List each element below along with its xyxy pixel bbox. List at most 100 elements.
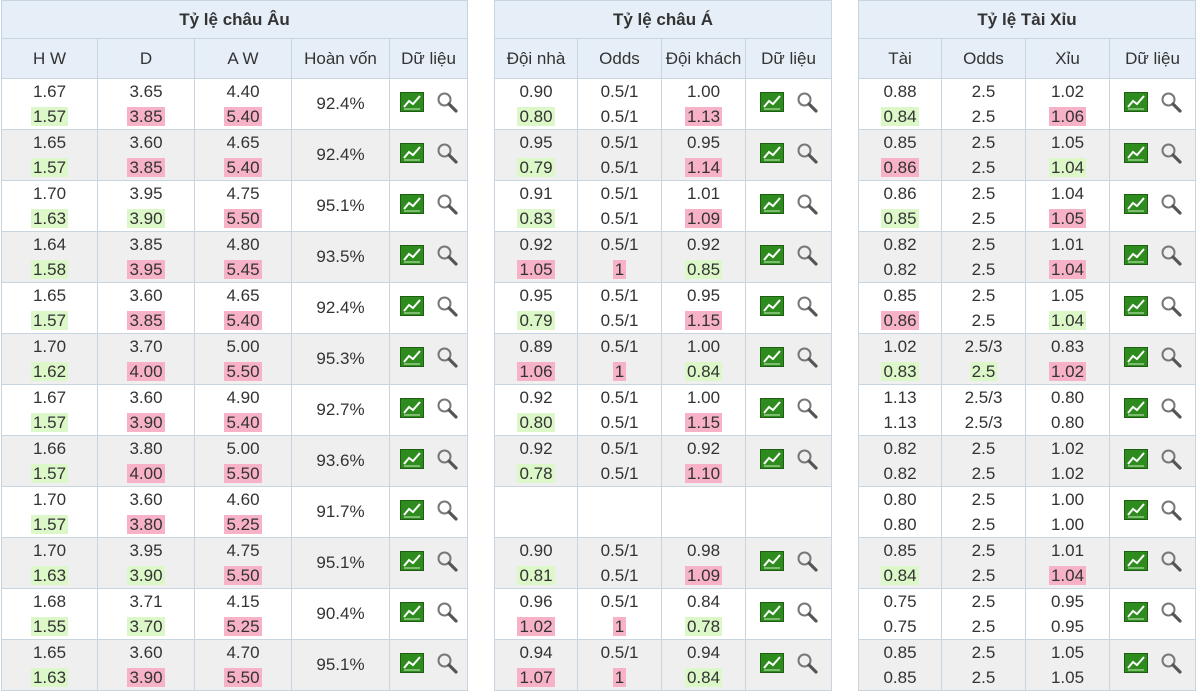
data-tools-cell bbox=[1108, 78, 1197, 130]
magnifier-icon[interactable] bbox=[1160, 601, 1182, 628]
odds-value: 3.90 bbox=[127, 668, 165, 687]
line-chart-icon[interactable] bbox=[399, 346, 424, 372]
magnifier-icon[interactable] bbox=[796, 91, 818, 118]
goal-line-opening: 2.5 bbox=[942, 538, 1025, 563]
line-chart-icon[interactable] bbox=[399, 397, 424, 423]
under-odds-current: 1.02 bbox=[1026, 461, 1109, 486]
line-chart-icon[interactable] bbox=[759, 550, 784, 576]
odds-value: 1.13 bbox=[883, 413, 917, 432]
line-chart-icon[interactable] bbox=[399, 448, 424, 474]
odds-value: 2.5 bbox=[971, 235, 996, 254]
away-team-odds-opening: 0.94 bbox=[662, 640, 745, 665]
magnifier-icon[interactable] bbox=[796, 652, 818, 679]
line-chart-icon[interactable] bbox=[1123, 346, 1148, 372]
under-odds: 0.83 1.02 bbox=[1025, 333, 1110, 385]
line-chart-icon[interactable] bbox=[1123, 142, 1148, 168]
goal-line: 2.5 2.5 bbox=[941, 537, 1026, 589]
data-tools-cell bbox=[744, 78, 833, 130]
table-row: 1.65 1.57 3.60 3.85 4.65 5.40 92.4% bbox=[1, 129, 469, 181]
line-chart-icon[interactable] bbox=[759, 652, 784, 678]
magnifier-icon[interactable] bbox=[436, 601, 458, 628]
odds-value: 0.75 bbox=[883, 617, 917, 636]
magnifier-icon[interactable] bbox=[436, 142, 458, 169]
magnifier-icon[interactable] bbox=[436, 448, 458, 475]
line-chart-icon[interactable] bbox=[759, 91, 784, 117]
line-chart-icon[interactable] bbox=[759, 346, 784, 372]
data-tools-cell bbox=[388, 282, 469, 334]
line-chart-icon[interactable] bbox=[1123, 499, 1148, 525]
line-chart-icon[interactable] bbox=[1123, 295, 1148, 321]
odds-value: 2.5 bbox=[971, 158, 996, 177]
magnifier-icon[interactable] bbox=[1160, 91, 1182, 118]
line-chart-icon[interactable] bbox=[759, 193, 784, 219]
magnifier-icon[interactable] bbox=[436, 295, 458, 322]
line-chart-icon[interactable] bbox=[399, 601, 424, 627]
line-chart-icon[interactable] bbox=[1123, 448, 1148, 474]
magnifier-icon[interactable] bbox=[1160, 652, 1182, 679]
magnifier-icon[interactable] bbox=[436, 499, 458, 526]
line-chart-icon[interactable] bbox=[399, 652, 424, 678]
magnifier-icon[interactable] bbox=[436, 193, 458, 220]
line-chart-icon[interactable] bbox=[399, 142, 424, 168]
odds-value: 0.94 bbox=[519, 643, 553, 662]
magnifier-icon[interactable] bbox=[796, 142, 818, 169]
magnifier-icon[interactable] bbox=[436, 397, 458, 424]
line-chart-icon[interactable] bbox=[759, 601, 784, 627]
odds-value: 5.25 bbox=[224, 515, 262, 534]
goal-line-current: 2.5 bbox=[942, 563, 1025, 588]
magnifier-icon[interactable] bbox=[436, 550, 458, 577]
magnifier-icon[interactable] bbox=[1160, 295, 1182, 322]
line-chart-icon[interactable] bbox=[1123, 601, 1148, 627]
magnifier-icon[interactable] bbox=[436, 244, 458, 271]
magnifier-icon[interactable] bbox=[796, 550, 818, 577]
line-chart-icon[interactable] bbox=[1123, 397, 1148, 423]
line-chart-icon[interactable] bbox=[399, 295, 424, 321]
magnifier-icon[interactable] bbox=[1160, 193, 1182, 220]
line-chart-icon[interactable] bbox=[759, 142, 784, 168]
magnifier-icon[interactable] bbox=[436, 91, 458, 118]
magnifier-icon[interactable] bbox=[796, 295, 818, 322]
over-odds-current: 0.86 bbox=[859, 308, 941, 333]
handicap-line-opening: 0.5/1 bbox=[578, 79, 661, 104]
line-chart-icon[interactable] bbox=[1123, 652, 1148, 678]
line-chart-icon[interactable] bbox=[399, 499, 424, 525]
line-chart-icon[interactable] bbox=[1123, 193, 1148, 219]
odds-value: 1.05 bbox=[517, 260, 555, 279]
line-chart-icon[interactable] bbox=[399, 91, 424, 117]
goal-line-current: 2.5 bbox=[942, 308, 1025, 333]
line-chart-icon[interactable] bbox=[399, 193, 424, 219]
magnifier-icon[interactable] bbox=[1160, 499, 1182, 526]
magnifier-icon[interactable] bbox=[796, 397, 818, 424]
magnifier-icon[interactable] bbox=[1160, 244, 1182, 271]
handicap-line-opening: 0.5/1 bbox=[578, 283, 661, 308]
line-chart-icon[interactable] bbox=[759, 244, 784, 270]
line-chart-icon[interactable] bbox=[759, 397, 784, 423]
magnifier-icon[interactable] bbox=[436, 652, 458, 679]
home-team-odds-current: 0.83 bbox=[495, 206, 577, 231]
magnifier-icon[interactable] bbox=[1160, 346, 1182, 373]
line-chart-icon[interactable] bbox=[1123, 244, 1148, 270]
line-chart-icon[interactable] bbox=[759, 448, 784, 474]
magnifier-icon[interactable] bbox=[436, 346, 458, 373]
magnifier-icon[interactable] bbox=[796, 346, 818, 373]
magnifier-icon[interactable] bbox=[1160, 550, 1182, 577]
line-chart-icon[interactable] bbox=[399, 550, 424, 576]
magnifier-icon[interactable] bbox=[1160, 448, 1182, 475]
line-chart-icon[interactable] bbox=[1123, 550, 1148, 576]
magnifier-icon[interactable] bbox=[796, 244, 818, 271]
line-chart-icon[interactable] bbox=[399, 244, 424, 270]
magnifier-icon[interactable] bbox=[796, 601, 818, 628]
line-chart-icon[interactable] bbox=[1123, 91, 1148, 117]
draw-odds-current: 3.70 bbox=[98, 614, 194, 639]
magnifier-icon[interactable] bbox=[1160, 397, 1182, 424]
magnifier-icon[interactable] bbox=[796, 193, 818, 220]
odds-value: 1.06 bbox=[1048, 107, 1087, 126]
odds-value: 0.83 bbox=[517, 209, 555, 228]
away-team-odds: 0.95 1.14 bbox=[661, 129, 746, 181]
col-return-rate: Hoàn vốn bbox=[291, 38, 390, 79]
magnifier-icon[interactable] bbox=[1160, 142, 1182, 169]
line-chart-icon[interactable] bbox=[759, 295, 784, 321]
table-row: 0.92 1.05 0.5/1 1 0.92 0.85 bbox=[494, 231, 833, 283]
magnifier-icon[interactable] bbox=[796, 448, 818, 475]
odds-value: 3.90 bbox=[127, 209, 165, 228]
